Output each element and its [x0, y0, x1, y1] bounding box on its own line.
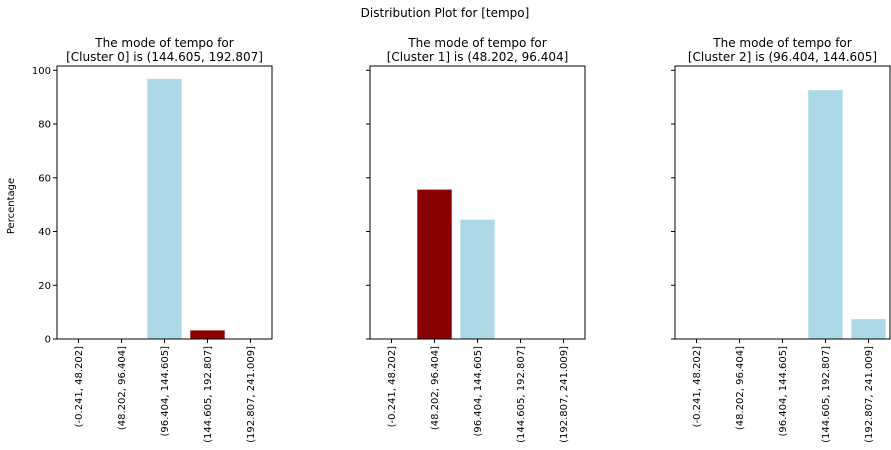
x-tick-label: (-0.241, 48.202]	[692, 346, 703, 427]
x-tick-label: (192.807, 241.009]	[246, 346, 257, 443]
figure-suptitle: Distribution Plot for [tempo]	[361, 6, 530, 20]
x-tick-label: (192.807, 241.009]	[559, 346, 570, 443]
bar	[851, 319, 886, 339]
x-tick-label: (48.202, 96.404]	[430, 346, 441, 430]
subplot-title-line: The mode of tempo for	[712, 36, 851, 50]
x-tick-label: (144.605, 192.807]	[516, 346, 527, 443]
subplot-cluster-1: The mode of tempo for[Cluster 1] is (48.…	[366, 36, 586, 443]
x-tick-label: (-0.241, 48.202]	[387, 346, 398, 427]
subplot-title-line: [Cluster 1] is (48.202, 96.404]	[387, 50, 569, 64]
y-tick-label: 0	[45, 335, 51, 346]
subplot-cluster-0: The mode of tempo for[Cluster 0] is (144…	[32, 36, 273, 443]
bar	[417, 189, 452, 339]
bar	[808, 90, 843, 340]
bar	[190, 330, 225, 339]
x-tick-label: (-0.241, 48.202]	[74, 346, 85, 427]
subplot-title-line: The mode of tempo for	[94, 36, 233, 50]
x-tick-label: (96.404, 144.605]	[160, 346, 171, 437]
y-tick-label: 40	[38, 227, 51, 238]
plot-frame	[674, 65, 891, 340]
x-tick-label: (144.605, 192.807]	[821, 346, 832, 443]
y-tick-label: 60	[38, 173, 51, 184]
bar	[460, 219, 495, 339]
x-tick-label: (96.404, 144.605]	[778, 346, 789, 437]
bar	[147, 78, 182, 340]
subplot-cluster-2: The mode of tempo for[Cluster 2] is (96.…	[671, 36, 891, 443]
x-tick-label: (144.605, 192.807]	[203, 346, 214, 443]
x-tick-label: (48.202, 96.404]	[735, 346, 746, 430]
y-tick-label: 20	[38, 281, 51, 292]
x-tick-label: (192.807, 241.009]	[864, 346, 875, 443]
y-axis-label: Percentage	[6, 178, 17, 234]
subplot-title-line: [Cluster 0] is (144.605, 192.807]	[66, 50, 263, 64]
subplot-panels: The mode of tempo for[Cluster 0] is (144…	[32, 36, 891, 443]
x-tick-label: (48.202, 96.404]	[117, 346, 128, 430]
subplot-title-line: [Cluster 2] is (96.404, 144.605]	[688, 50, 877, 64]
x-tick-label: (96.404, 144.605]	[473, 346, 484, 437]
y-tick-label: 80	[38, 120, 51, 131]
y-tick-label: 100	[32, 66, 51, 77]
subplot-title-line: The mode of tempo for	[407, 36, 546, 50]
